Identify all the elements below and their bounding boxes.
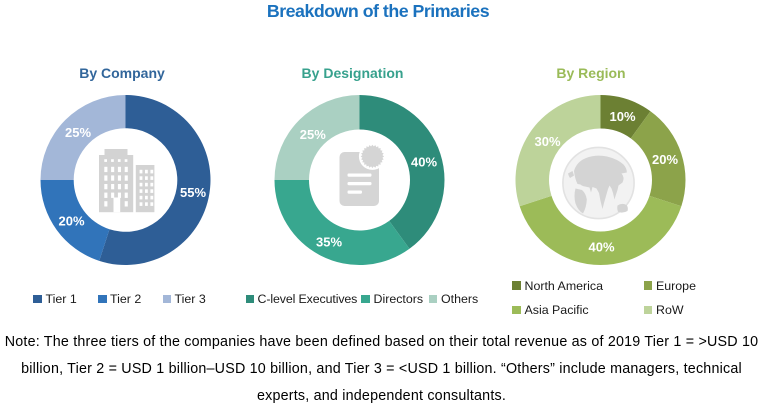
svg-text:40%: 40% — [588, 239, 614, 254]
svg-text:25%: 25% — [300, 127, 326, 142]
svg-text:25%: 25% — [65, 125, 91, 140]
svg-text:40%: 40% — [411, 154, 437, 169]
svg-text:20%: 20% — [58, 214, 84, 229]
svg-text:55%: 55% — [180, 185, 206, 200]
svg-text:10%: 10% — [609, 109, 635, 124]
svg-text:30%: 30% — [534, 134, 560, 149]
svg-text:20%: 20% — [652, 152, 678, 167]
svg-text:35%: 35% — [316, 234, 342, 249]
